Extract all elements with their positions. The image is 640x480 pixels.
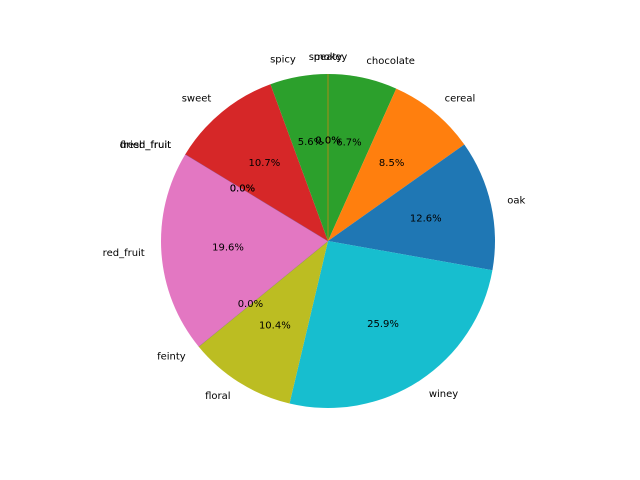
pie-slice-spicy — [270, 74, 328, 241]
percent-label-smokey: 0.0% — [315, 135, 340, 146]
pie-slice-chocolate — [328, 74, 397, 241]
category-label-dried-fruit: dried_fruit — [120, 140, 171, 151]
pie-slice-sweet — [185, 84, 328, 241]
category-label-oak: oak — [507, 195, 525, 206]
pie-slice-red-fruit — [160, 154, 328, 347]
pie-slice-winey — [289, 241, 493, 409]
percent-label-floral: 10.4% — [259, 320, 291, 331]
percent-label-red-fruit: 19.6% — [212, 242, 244, 253]
percent-label-chocolate: 6.7% — [336, 138, 361, 149]
category-label-floral: floral — [205, 391, 230, 402]
category-label-sweet: sweet — [182, 94, 212, 105]
category-label-fresh-fruit: fresh_fruit — [120, 140, 171, 151]
percent-label-fresh-fruit: 0.0% — [230, 183, 255, 194]
category-label-peaty: peaty — [314, 52, 343, 63]
pie-slices — [160, 74, 495, 409]
percent-label-peaty: 0.0% — [315, 135, 340, 146]
pie-labels: peaty 0.0% chocolate 6.7% cereal 8.5% oak 12.6%… — [103, 52, 526, 402]
percent-label-cereal: 8.5% — [379, 158, 404, 169]
percent-label-winey: 25.9% — [367, 319, 399, 330]
category-label-spicy: spicy — [270, 55, 296, 66]
percent-label-oak: 12.6% — [410, 214, 442, 225]
category-label-winey: winey — [429, 389, 458, 400]
percent-label-feinty: 0.0% — [238, 299, 263, 310]
percent-label-spicy: 5.6% — [298, 137, 323, 148]
category-label-cereal: cereal — [445, 94, 476, 105]
pie-slice-floral — [198, 241, 328, 404]
category-label-feinty: feinty — [157, 352, 186, 363]
pie-slice-oak — [328, 144, 495, 271]
category-label-red-fruit: red_fruit — [103, 248, 145, 259]
category-label-chocolate: chocolate — [366, 56, 415, 67]
percent-label-sweet: 10.7% — [248, 158, 280, 169]
pie-slice-cereal — [328, 88, 465, 241]
category-label-smokey: smokey — [309, 52, 348, 63]
percent-label-dried-fruit: 0.0% — [230, 183, 255, 194]
